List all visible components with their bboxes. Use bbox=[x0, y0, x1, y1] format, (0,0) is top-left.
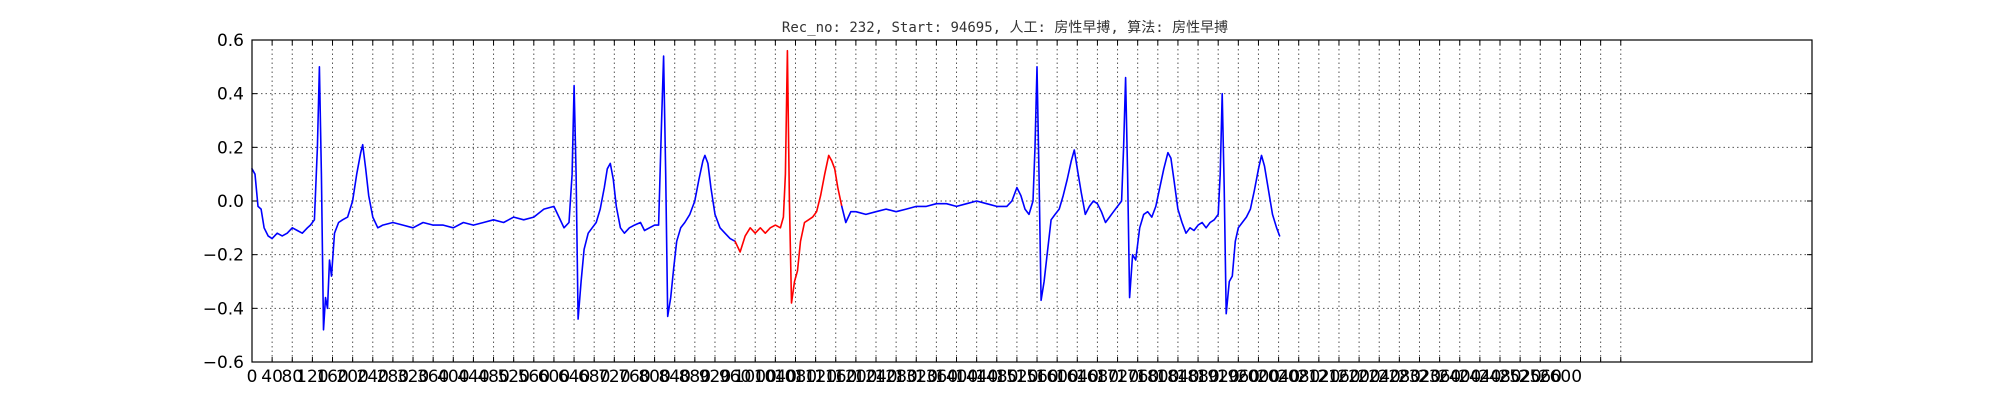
x-tick-label: 120 bbox=[296, 367, 328, 387]
x-tick-label: 680 bbox=[578, 367, 610, 387]
x-tick-label: 560 bbox=[518, 367, 550, 387]
x-tick-label: 760 bbox=[618, 367, 650, 387]
x-tick-label: 2240 bbox=[1358, 367, 1401, 387]
x-tick-label: 2200 bbox=[1337, 367, 1380, 387]
y-tick-label: −0.4 bbox=[203, 299, 244, 319]
x-tick-label: 2600 bbox=[1539, 367, 1582, 387]
x-tick-label: 1720 bbox=[1096, 367, 1139, 387]
x-tick-label: 600 bbox=[538, 367, 570, 387]
x-tick-label: 1360 bbox=[915, 367, 958, 387]
x-tick-label: 1120 bbox=[794, 367, 837, 387]
y-tick-label: −0.2 bbox=[203, 246, 244, 266]
x-tick-label: 1600 bbox=[1036, 367, 1079, 387]
x-tick-label: 0 bbox=[247, 367, 258, 387]
x-tick-label: 440 bbox=[457, 367, 489, 387]
x-tick-label: 1200 bbox=[834, 367, 877, 387]
x-tick-label: 2320 bbox=[1398, 367, 1441, 387]
x-tick-label: 1840 bbox=[1156, 367, 1199, 387]
x-tick-label: 1000 bbox=[734, 367, 777, 387]
x-tick-label: 400 bbox=[437, 367, 469, 387]
x-tick-label: 320 bbox=[397, 367, 429, 387]
x-tick-label: 2280 bbox=[1378, 367, 1421, 387]
x-tick-label: 1280 bbox=[874, 367, 917, 387]
x-tick-label: 2560 bbox=[1519, 367, 1562, 387]
grid-layer bbox=[252, 40, 1812, 362]
x-tick-label: 2440 bbox=[1458, 367, 1501, 387]
x-tick-label: 1680 bbox=[1076, 367, 1119, 387]
y-tick-label: 0.4 bbox=[217, 85, 244, 105]
x-tick-label: 200 bbox=[336, 367, 368, 387]
x-tick-label: 1800 bbox=[1136, 367, 1179, 387]
x-tick-label: 960 bbox=[719, 367, 751, 387]
x-tick-label: 800 bbox=[638, 367, 670, 387]
x-tick-label: 1920 bbox=[1197, 367, 1240, 387]
x-tick-label: 520 bbox=[497, 367, 529, 387]
x-tick-label: 2480 bbox=[1478, 367, 1521, 387]
series-layer bbox=[251, 49, 1281, 331]
chart-title: Rec_no: 232, Start: 94695, 人工: 房性早搏, 算法:… bbox=[782, 19, 1228, 36]
axis-layer: 0 408012016020024028032036040044048052056… bbox=[203, 31, 1812, 387]
x-tick-label: 880 bbox=[679, 367, 711, 387]
x-tick-label: 1560 bbox=[1015, 367, 1058, 387]
x-tick-label: 240 bbox=[357, 367, 389, 387]
x-tick-label: 1480 bbox=[975, 367, 1018, 387]
x-tick-label: 920 bbox=[699, 367, 731, 387]
x-tick-label: 480 bbox=[477, 367, 509, 387]
y-tick-label: 0.2 bbox=[217, 138, 244, 158]
x-tick-label: 2120 bbox=[1297, 367, 1340, 387]
x-tick-label: 2160 bbox=[1317, 367, 1360, 387]
x-tick-label: 1440 bbox=[955, 367, 998, 387]
y-tick-label: 0.0 bbox=[217, 192, 244, 212]
x-tick-label: 2360 bbox=[1418, 367, 1461, 387]
x-tick-label: 1760 bbox=[1116, 367, 1159, 387]
x-tick-label: 1880 bbox=[1176, 367, 1219, 387]
y-tick-label: −0.6 bbox=[203, 353, 244, 373]
x-tick-label: 1040 bbox=[754, 367, 797, 387]
x-tick-label: 160 bbox=[316, 367, 348, 387]
x-tick-label: 1400 bbox=[935, 367, 978, 387]
x-tick-label: 360 bbox=[417, 367, 449, 387]
x-tick-label: 1640 bbox=[1056, 367, 1099, 387]
x-tick-label: 1240 bbox=[854, 367, 897, 387]
x-tick-label: 1320 bbox=[895, 367, 938, 387]
series-line-2 bbox=[734, 49, 843, 304]
x-tick-label: 2400 bbox=[1438, 367, 1481, 387]
x-tick-label: 640 bbox=[558, 367, 590, 387]
y-tick-label: 0.6 bbox=[217, 31, 244, 51]
x-tick-label: 2000 bbox=[1237, 367, 1280, 387]
x-tick-label: 1080 bbox=[774, 367, 817, 387]
x-tick-label: 80 bbox=[281, 367, 303, 387]
x-tick-label: 720 bbox=[598, 367, 630, 387]
x-tick-label: 2040 bbox=[1257, 367, 1300, 387]
x-tick-label: 840 bbox=[658, 367, 690, 387]
x-tick-label: 40 bbox=[261, 367, 283, 387]
x-tick-label: 1160 bbox=[814, 367, 857, 387]
x-tick-label: 280 bbox=[377, 367, 409, 387]
x-tick-label: 2080 bbox=[1277, 367, 1320, 387]
x-tick-label: 1960 bbox=[1217, 367, 1260, 387]
x-tick-label: 2520 bbox=[1498, 367, 1541, 387]
x-tick-label: 1520 bbox=[995, 367, 1038, 387]
series-line-1 bbox=[251, 55, 736, 331]
series-line-3 bbox=[841, 66, 1281, 315]
